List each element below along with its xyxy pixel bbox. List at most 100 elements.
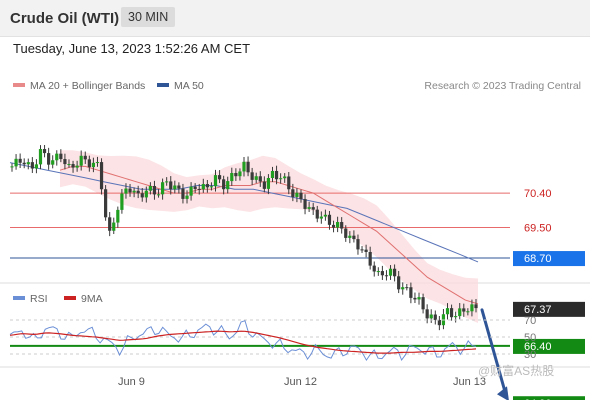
candle-body — [226, 181, 230, 190]
candle-body — [140, 193, 144, 198]
candle-body — [474, 304, 478, 309]
chart-datetime: Tuesday, June 13, 2023 1:52:26 AM CET — [13, 41, 251, 56]
candle-body — [181, 188, 185, 199]
candle-body — [449, 308, 454, 318]
candle-body — [368, 251, 372, 266]
legend-label-bollinger: MA 20 + Bollinger Bands — [30, 80, 146, 92]
level-label: 67.37 — [524, 304, 552, 316]
legend-label-rsi: RSI — [30, 293, 48, 305]
candle-body — [421, 297, 425, 310]
candle-body — [193, 186, 197, 189]
candle-body — [217, 175, 222, 180]
candle-body — [205, 184, 209, 188]
candle-body — [38, 149, 43, 165]
candle-body — [99, 162, 104, 190]
candle-body — [238, 171, 242, 177]
candle-body — [433, 314, 437, 320]
candle-body — [67, 164, 71, 166]
candle-body — [246, 161, 250, 173]
candle-body — [254, 176, 258, 180]
candle-body — [156, 194, 161, 196]
candle-body — [445, 308, 450, 315]
candle-body — [59, 153, 63, 160]
candle-body — [295, 192, 299, 197]
candle-body — [470, 304, 474, 312]
candle-body — [307, 207, 311, 209]
candle-body — [364, 249, 368, 252]
candle-body — [348, 235, 352, 238]
ma50-line — [9, 162, 479, 263]
candle-body — [376, 271, 380, 273]
candle-body — [75, 165, 79, 168]
level-label: 70.40 — [524, 188, 552, 200]
candle-body — [116, 209, 120, 223]
candle-body — [287, 176, 291, 190]
x-tick-label: Jun 12 — [284, 376, 318, 388]
candle-body — [360, 249, 364, 251]
candle-body — [83, 155, 87, 160]
candle-body — [315, 209, 319, 219]
rsi-tick-label: 50 — [524, 332, 536, 344]
candle-body — [209, 186, 214, 188]
candle-body — [380, 271, 384, 276]
projection-arrowhead — [497, 386, 509, 400]
copyright-text: Research © 2023 Trading Central — [424, 80, 581, 92]
candle-body — [173, 185, 177, 190]
legend-swatch-bollinger — [13, 83, 25, 88]
candle-body — [55, 153, 59, 161]
candle-body — [454, 316, 458, 318]
candle-body — [128, 188, 132, 193]
legend-label-ma9: 9MA — [81, 293, 103, 305]
legend-bollinger: MA 20 + Bollinger Bands — [13, 80, 145, 92]
candle-body — [279, 178, 283, 180]
candle-body — [458, 308, 462, 317]
candle-body — [384, 275, 389, 277]
candle-body — [274, 170, 279, 180]
candle-body — [291, 189, 295, 197]
candle-body — [144, 190, 148, 198]
legend-swatch-ma9 — [64, 296, 76, 301]
candle-body — [397, 276, 401, 290]
candle-body — [327, 214, 332, 225]
candle-body — [283, 176, 287, 179]
candle-body — [242, 161, 246, 172]
candle-body — [95, 162, 100, 164]
candle-body — [372, 265, 376, 272]
candle-body — [189, 186, 193, 196]
candle-body — [250, 172, 254, 180]
candle-body — [177, 185, 181, 189]
candle-body — [319, 216, 323, 219]
candle-body — [18, 158, 22, 163]
rsi-line — [9, 320, 477, 362]
candle-body — [213, 175, 218, 187]
candle-body — [34, 164, 39, 169]
chart-header: Crude Oil (WTI) 30 MIN — [0, 0, 590, 37]
candle-body — [108, 217, 112, 231]
candle-body — [185, 195, 189, 199]
candle-body — [124, 188, 128, 194]
candle-body — [152, 186, 157, 195]
candle-body — [299, 192, 303, 200]
candle-body — [87, 159, 91, 168]
level-badge — [513, 301, 585, 317]
candle-body — [466, 311, 470, 313]
x-tick-label: Jun 9 — [118, 376, 145, 388]
candle-body — [22, 162, 26, 165]
instrument-title: Crude Oil (WTI) — [10, 10, 120, 27]
timeframe-button[interactable]: 30 MIN — [121, 7, 176, 27]
candle-body — [356, 239, 360, 250]
candle-body — [323, 214, 328, 217]
watermark-logo: @财富AS热股 — [478, 362, 554, 379]
level-label: 69.50 — [524, 223, 552, 235]
candle-body — [262, 181, 266, 189]
candle-body — [417, 297, 421, 300]
candle-body — [14, 158, 18, 167]
candle-body — [352, 235, 356, 240]
candle-body — [413, 297, 417, 300]
legend-rsi: RSI — [13, 293, 48, 305]
candle-body — [71, 164, 75, 168]
candle-body — [112, 222, 116, 231]
candle-body — [340, 222, 344, 229]
candle-body — [270, 170, 275, 179]
